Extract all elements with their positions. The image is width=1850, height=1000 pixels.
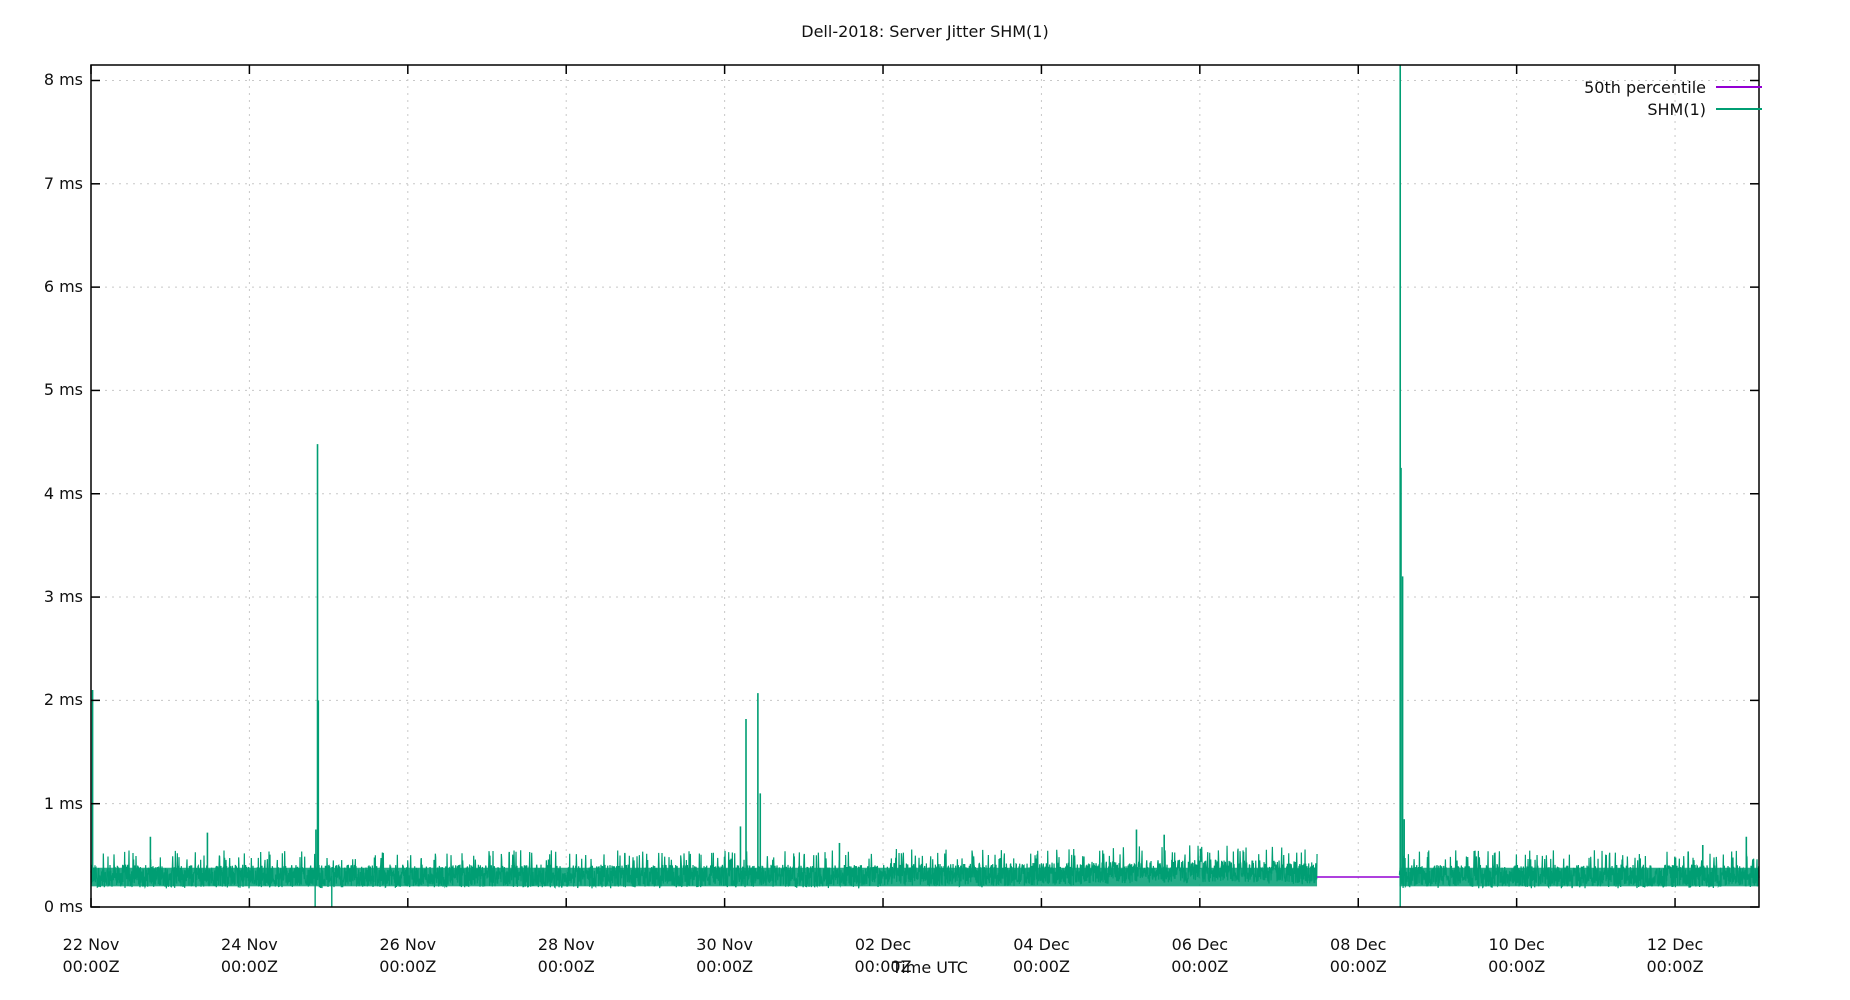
y-tick-label: 5 ms — [43, 380, 83, 400]
x-tick-label: 24 Nov 00:00Z — [220, 935, 278, 976]
legend-label: SHM(1) — [1647, 99, 1706, 119]
legend-line-swatch — [1716, 108, 1762, 110]
x-tick-label: 28 Nov 00:00Z — [537, 935, 595, 976]
legend-label: 50th percentile — [1584, 77, 1706, 97]
x-tick-label: 10 Dec 00:00Z — [1488, 935, 1546, 976]
x-tick-label: 04 Dec 00:00Z — [1012, 935, 1070, 976]
x-tick-label: 08 Dec 00:00Z — [1329, 935, 1387, 976]
x-tick-label: 06 Dec 00:00Z — [1171, 935, 1229, 976]
legend-item-shm1: SHM(1) — [1584, 98, 1762, 120]
x-tick-label: 26 Nov 00:00Z — [379, 935, 437, 976]
legend-item-50th-percentile: 50th percentile — [1584, 76, 1762, 98]
x-tick-label: 30 Nov 00:00Z — [696, 935, 754, 976]
grid-lines — [91, 65, 1759, 907]
y-tick-label: 8 ms — [43, 70, 83, 90]
x-axis-label: Time UTC — [892, 958, 968, 977]
x-tick-label: 12 Dec 00:00Z — [1646, 935, 1704, 976]
y-tick-label: 2 ms — [43, 690, 83, 710]
y-tick-label: 0 ms — [43, 897, 83, 916]
y-tick-label: 1 ms — [43, 793, 83, 813]
legend-line-swatch — [1716, 86, 1762, 88]
y-tick-label: 3 ms — [43, 587, 83, 607]
axes-frame — [90, 64, 1760, 908]
y-tick-label: 4 ms — [43, 483, 83, 503]
series-shm1 — [90, 65, 1760, 907]
chart-title: Dell-2018: Server Jitter SHM(1) — [801, 22, 1049, 41]
x-tick-label: 02 Dec 00:00Z — [854, 935, 912, 976]
y-tick-label: 7 ms — [43, 173, 83, 193]
legend: 50th percentile SHM(1) — [1584, 76, 1762, 120]
y-tick-label: 6 ms — [43, 277, 83, 297]
x-tick-label: 22 Nov 00:00Z — [62, 935, 120, 976]
